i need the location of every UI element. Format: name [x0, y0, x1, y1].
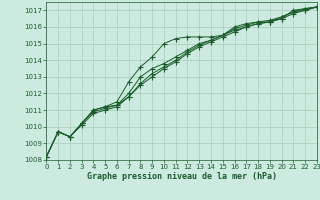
X-axis label: Graphe pression niveau de la mer (hPa): Graphe pression niveau de la mer (hPa)	[87, 172, 276, 181]
